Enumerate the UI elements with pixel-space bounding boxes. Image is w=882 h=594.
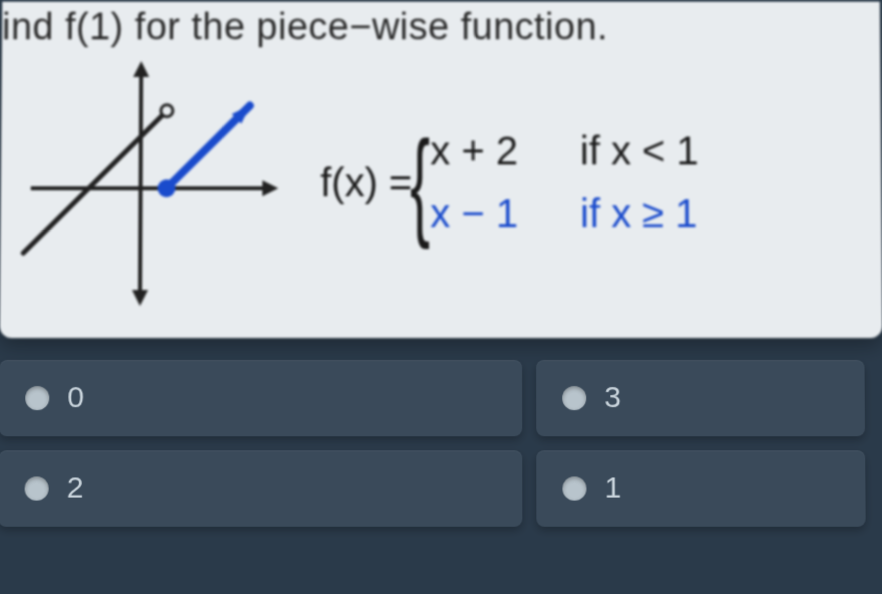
answer-label: 3 bbox=[604, 381, 621, 415]
answer-option-0[interactable]: 0 bbox=[0, 360, 522, 436]
case1-expr: x + 2 bbox=[430, 130, 550, 175]
radio-icon bbox=[25, 386, 49, 410]
answer-option-1[interactable]: 1 bbox=[536, 450, 865, 526]
equation-lhs: f(x) = bbox=[320, 161, 412, 206]
radio-icon bbox=[562, 386, 586, 410]
graph-svg bbox=[20, 59, 281, 308]
answer-option-3[interactable]: 3 bbox=[536, 360, 865, 436]
answer-option-2[interactable]: 2 bbox=[0, 450, 522, 526]
question-title: ind f(1) for the piece−wise function. bbox=[2, 2, 860, 59]
case2-cond: if x ≥ 1 bbox=[580, 192, 740, 237]
answer-label: 1 bbox=[604, 471, 621, 505]
answer-label: 0 bbox=[67, 381, 84, 415]
question-panel: ind f(1) for the piece−wise function. f(… bbox=[0, 2, 882, 338]
equation-cases: x + 2 if x < 1 x − 1 if x ≥ 1 bbox=[430, 130, 740, 238]
piecewise-equation: f(x) = { x + 2 if x < 1 x − 1 if x ≥ 1 bbox=[320, 130, 740, 238]
question-content: f(x) = { x + 2 if x < 1 x − 1 if x ≥ 1 bbox=[0, 59, 862, 308]
case-line-2: x − 1 if x ≥ 1 bbox=[430, 192, 740, 237]
case-line-1: x + 2 if x < 1 bbox=[430, 130, 739, 175]
answer-grid: 0 3 2 1 bbox=[0, 338, 882, 527]
brace-icon: { bbox=[410, 130, 430, 238]
case1-cond: if x < 1 bbox=[580, 130, 740, 175]
piecewise-graph bbox=[20, 59, 281, 308]
case2-expr: x − 1 bbox=[430, 192, 550, 237]
answer-label: 2 bbox=[67, 471, 84, 505]
radio-icon bbox=[25, 476, 49, 500]
radio-icon bbox=[562, 476, 586, 500]
